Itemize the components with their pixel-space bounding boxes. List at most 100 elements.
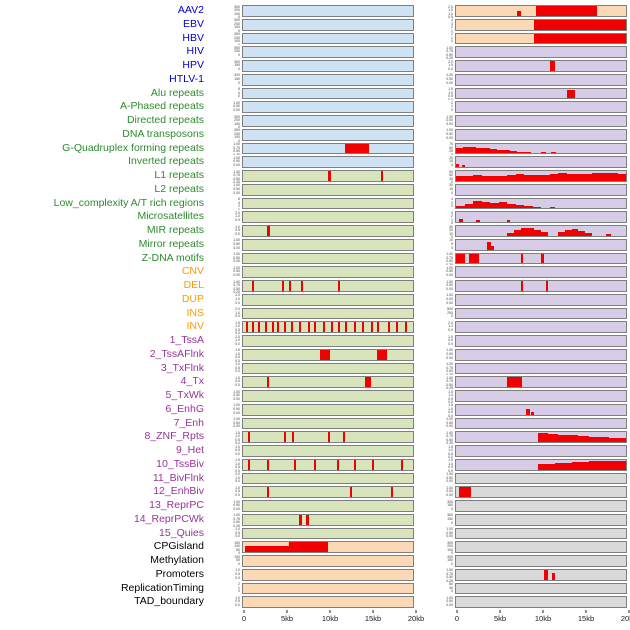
y-tick-label: 0.50 bbox=[233, 393, 240, 398]
y-tick-label: 0.0 bbox=[448, 400, 453, 403]
y-tick-label: 1.00 bbox=[233, 169, 240, 174]
panel-gap bbox=[414, 458, 429, 472]
y-tick-label: 0.00 bbox=[446, 534, 453, 539]
x-tick-label: 0 bbox=[241, 614, 247, 623]
y-tick-label: 1.00 bbox=[446, 252, 453, 256]
signal-bar bbox=[564, 229, 572, 236]
track-label: 1_TssA bbox=[169, 334, 204, 346]
y-tick-label: 1.00 bbox=[233, 403, 240, 408]
track-panel-right bbox=[455, 252, 627, 265]
x-tick-mark bbox=[372, 610, 374, 613]
y-tick-label: 0.5 bbox=[235, 355, 240, 360]
x-tick-mark bbox=[243, 610, 245, 613]
track-panel-right bbox=[455, 128, 627, 141]
x-tick-mark bbox=[286, 610, 288, 613]
signal-bar bbox=[387, 322, 390, 332]
y-tick-label: 0.50 bbox=[233, 406, 240, 411]
signal-bar bbox=[288, 281, 291, 291]
track-panel-left bbox=[242, 568, 414, 581]
y-axis-ticks-right: 1.00 0.50 0.00 bbox=[429, 595, 455, 609]
track-row-ins: INS 2.0 1.0 0.0 500 250 0 bbox=[2, 307, 630, 321]
signal-bar bbox=[283, 322, 286, 332]
y-tick-label: 50 bbox=[236, 547, 240, 552]
y-tick-label: 0 bbox=[238, 138, 240, 142]
y-tick-label: 15 bbox=[449, 186, 453, 191]
panel-gap bbox=[414, 334, 429, 348]
y-axis-ticks-left: 300 150 0 bbox=[208, 73, 242, 87]
signal-bar bbox=[515, 174, 524, 181]
y-tick-label: 1.0 bbox=[235, 338, 240, 343]
y-tick-label: 0 bbox=[451, 314, 453, 319]
track-row-inv: INV 1.5 1.0 0.5 0.0 2.0 1.0 0.0 bbox=[2, 320, 630, 334]
y-tick-label: 0 bbox=[238, 561, 240, 566]
track-panel-right bbox=[455, 46, 627, 58]
panel-gap bbox=[414, 142, 429, 156]
signal-bar bbox=[469, 147, 477, 154]
track-row-2-tssaflnk: 2_TssAFlnk 1.5 1.0 0.5 0.0 1.00 0.50 0.00 bbox=[2, 348, 630, 362]
signal-bar bbox=[551, 152, 557, 154]
track-row-cpgisland: CPGisland 150 100 50 0 300 200 100 0 bbox=[2, 540, 630, 554]
track-panel-right bbox=[455, 500, 627, 512]
track-label: 9_Het bbox=[175, 444, 204, 456]
signal-bar bbox=[390, 487, 393, 497]
y-tick-label: 0.50 bbox=[233, 520, 240, 525]
y-tick-label: 60 bbox=[449, 173, 453, 177]
x-tick-label: 0 bbox=[454, 614, 460, 623]
track-row-low-complexity-a-t-rich-regions: Low_complexity A/T rich regions 6 4 2 0 4 2 0 bbox=[2, 197, 630, 210]
track-label: Alu repeats bbox=[150, 86, 204, 99]
y-tick-label: 0.75 bbox=[446, 49, 453, 54]
y-tick-label: 1 bbox=[451, 28, 453, 32]
panel-gap bbox=[414, 513, 429, 527]
y-tick-label: 300 bbox=[234, 59, 240, 64]
y-tick-label: 1.00 bbox=[233, 252, 240, 256]
y-tick-label: 0.50 bbox=[446, 296, 453, 301]
signal-bar bbox=[401, 459, 404, 470]
y-tick-label: 2 bbox=[451, 32, 453, 36]
y-axis-ticks-right: 1.00 0.50 0.00 bbox=[429, 279, 455, 293]
signal-bar bbox=[578, 435, 589, 442]
signal-bar bbox=[459, 487, 472, 497]
y-tick-label: 1.00 bbox=[446, 595, 453, 600]
panel-gap bbox=[414, 210, 429, 224]
signal-bar bbox=[566, 173, 575, 181]
y-tick-label: 0.25 bbox=[446, 441, 453, 444]
track-row-inverted-repeats: Inverted repeats 1.00 0.50 0.00 20 10 0 bbox=[2, 155, 630, 169]
y-tick-label: 3 bbox=[451, 210, 453, 215]
panel-gap bbox=[414, 403, 429, 417]
y-tick-label: 4 bbox=[451, 197, 453, 201]
y-tick-label: 1.00 bbox=[446, 472, 453, 476]
y-tick-label: 75 bbox=[449, 142, 453, 146]
x-tick-mark bbox=[499, 610, 501, 613]
y-axis-ticks-left: 1.00 0.50 0.00 bbox=[208, 403, 242, 417]
y-tick-label: 1.0 bbox=[235, 324, 240, 329]
y-tick-label: 0.50 bbox=[233, 269, 240, 274]
y-axis-ticks-left: 300 200 100 0 bbox=[208, 18, 242, 32]
y-tick-label: 0.00 bbox=[446, 80, 453, 85]
y-axis-ticks-right: 500 250 0 bbox=[429, 307, 455, 321]
signal-bar bbox=[266, 459, 269, 470]
y-tick-label: 0.25 bbox=[446, 386, 453, 389]
track-panel-left bbox=[242, 596, 414, 608]
signal-bar bbox=[265, 322, 268, 332]
panel-gap bbox=[414, 59, 429, 73]
signal-bar bbox=[588, 436, 599, 442]
x-axis-left-panel: 0 5kb 10kb 15kb 20kb bbox=[241, 610, 424, 628]
track-panel-right bbox=[455, 142, 627, 155]
y-axis-ticks-right: 1.00 0.50 0.00 bbox=[429, 265, 455, 279]
track-panel-right bbox=[455, 390, 627, 402]
track-row-mir-repeats: MIR repeats 1.0 0.5 0.0 30 20 10 0 bbox=[2, 224, 630, 238]
y-tick-label: 4 bbox=[238, 200, 240, 205]
panel-gap bbox=[414, 430, 429, 444]
signal-bar bbox=[575, 174, 584, 181]
y-tick-label: 3 bbox=[451, 21, 453, 26]
y-tick-label: 0.5 bbox=[235, 465, 240, 470]
y-axis-ticks-right: 1.0 0.5 0.0 bbox=[429, 334, 455, 348]
signal-bar bbox=[532, 175, 541, 181]
x-axis-right-panel: 0 5kb 10kb 15kb 20kb bbox=[454, 610, 630, 628]
track-label: DUP bbox=[181, 292, 204, 305]
signal-bar bbox=[464, 203, 473, 209]
track-panel-left bbox=[242, 238, 414, 251]
y-axis-ticks-left: 1.5 1.0 0.5 0.0 bbox=[208, 320, 242, 334]
